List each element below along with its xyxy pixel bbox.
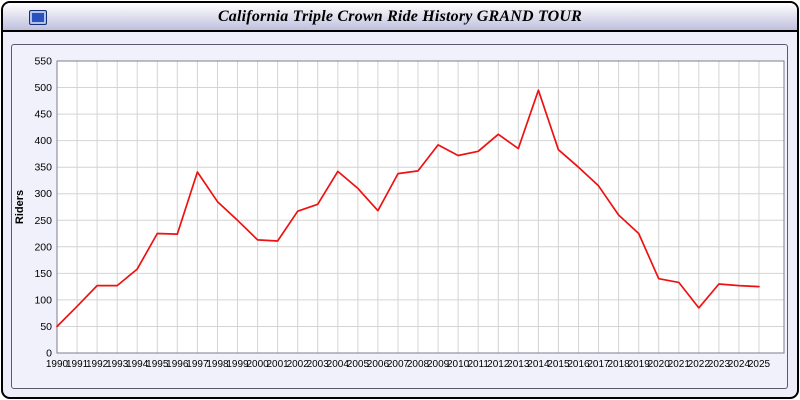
svg-text:2004: 2004 bbox=[327, 359, 350, 370]
svg-text:2017: 2017 bbox=[587, 359, 610, 370]
svg-text:1996: 1996 bbox=[166, 359, 189, 370]
svg-text:2015: 2015 bbox=[547, 359, 570, 370]
series-line bbox=[56, 89, 760, 328]
svg-text:0: 0 bbox=[46, 348, 52, 360]
x-axis-labels: 1990199119921993199419951996199719981999… bbox=[46, 359, 771, 370]
svg-text:1990: 1990 bbox=[46, 359, 69, 370]
line-chart: 0501001502002503003504004505005501990199… bbox=[14, 56, 785, 370]
chart-panel: 0 50 100 150 200 250 300 350 400 450 500 550 1990 199… bbox=[11, 44, 788, 389]
svg-text:200: 200 bbox=[34, 241, 52, 253]
svg-text:2005: 2005 bbox=[347, 359, 370, 370]
svg-text:400: 400 bbox=[34, 135, 52, 147]
y-axis-labels: 0 50 100 150 200 250 300 350 400 450 500 550 bbox=[34, 56, 52, 360]
svg-text:2000: 2000 bbox=[246, 359, 269, 370]
svg-text:550: 550 bbox=[34, 56, 52, 68]
y-axis-title: Riders bbox=[14, 190, 26, 224]
svg-text:2006: 2006 bbox=[367, 359, 390, 370]
svg-text:100: 100 bbox=[34, 294, 52, 306]
svg-text:2012: 2012 bbox=[487, 359, 510, 370]
svg-text:2020: 2020 bbox=[648, 359, 671, 370]
svg-text:2014: 2014 bbox=[527, 359, 550, 370]
svg-text:2025: 2025 bbox=[748, 359, 771, 370]
svg-text:2001: 2001 bbox=[266, 359, 289, 370]
window-title: California Triple Crown Ride History GRA… bbox=[217, 7, 583, 25]
svg-text:2013: 2013 bbox=[507, 359, 530, 370]
svg-text:1999: 1999 bbox=[226, 359, 249, 370]
svg-text:2008: 2008 bbox=[407, 359, 430, 370]
svg-text:500: 500 bbox=[34, 82, 52, 94]
svg-text:350: 350 bbox=[34, 162, 52, 174]
svg-text:2019: 2019 bbox=[628, 359, 651, 370]
svg-text:250: 250 bbox=[34, 215, 52, 227]
chart-window-icon bbox=[29, 10, 47, 25]
svg-text:1994: 1994 bbox=[126, 359, 149, 370]
svg-text:1997: 1997 bbox=[186, 359, 209, 370]
svg-text:2003: 2003 bbox=[307, 359, 330, 370]
svg-text:1993: 1993 bbox=[106, 359, 129, 370]
svg-text:2024: 2024 bbox=[728, 359, 751, 370]
svg-text:2022: 2022 bbox=[688, 359, 711, 370]
svg-text:300: 300 bbox=[34, 188, 52, 200]
plot-frame bbox=[56, 60, 785, 354]
svg-text:2007: 2007 bbox=[387, 359, 410, 370]
svg-text:1995: 1995 bbox=[146, 359, 169, 370]
svg-text:150: 150 bbox=[34, 268, 52, 280]
svg-text:2011: 2011 bbox=[467, 359, 489, 370]
svg-text:1992: 1992 bbox=[86, 359, 109, 370]
svg-text:2010: 2010 bbox=[447, 359, 470, 370]
svg-text:2009: 2009 bbox=[427, 359, 450, 370]
svg-text:2016: 2016 bbox=[567, 359, 590, 370]
plot-area bbox=[57, 61, 784, 353]
window-content: 0 50 100 150 200 250 300 350 400 450 500 550 1990 199… bbox=[3, 32, 797, 397]
svg-text:450: 450 bbox=[34, 109, 52, 121]
svg-text:2023: 2023 bbox=[708, 359, 731, 370]
window-titlebar: California Triple Crown Ride History GRA… bbox=[3, 3, 797, 32]
svg-text:2002: 2002 bbox=[287, 359, 310, 370]
svg-text:2021: 2021 bbox=[668, 359, 691, 370]
svg-text:1998: 1998 bbox=[206, 359, 229, 370]
svg-text:2018: 2018 bbox=[607, 359, 630, 370]
svg-text:50: 50 bbox=[40, 321, 52, 333]
svg-text:1991: 1991 bbox=[66, 359, 89, 370]
